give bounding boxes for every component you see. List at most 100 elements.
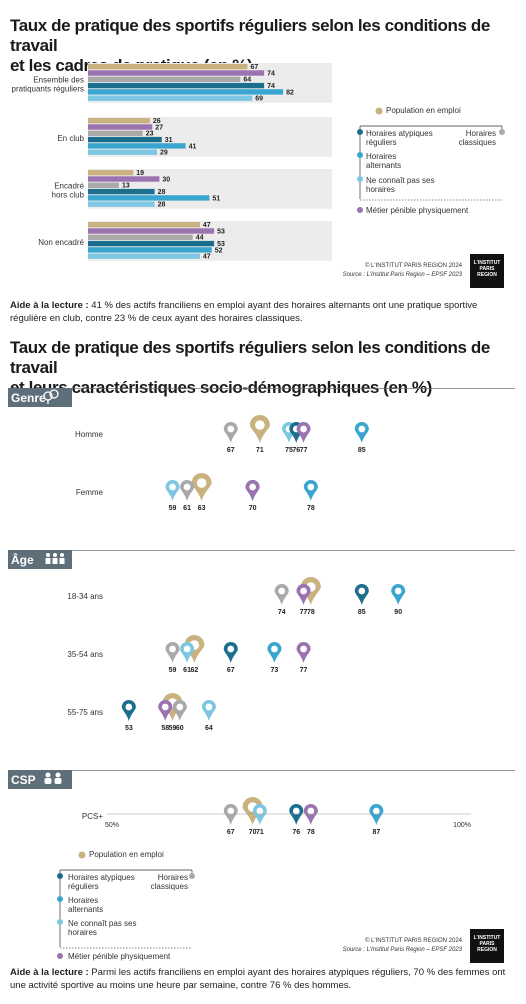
legend2-alternants: Horaires alternants	[68, 896, 104, 914]
data-label: 75	[285, 447, 293, 454]
data-label: 77	[300, 447, 308, 454]
institut-logo: L'INSTITUT PARIS REGION	[470, 254, 504, 288]
bar	[88, 188, 155, 195]
pin-hole	[373, 807, 380, 815]
age-icon-body	[59, 558, 65, 564]
legend2-atypiques: Horaires atypiques réguliers	[68, 873, 135, 891]
section-header	[8, 388, 72, 407]
data-label: 74	[267, 83, 275, 90]
age-icon-head	[53, 553, 57, 557]
data-label: 71	[256, 829, 264, 836]
bar	[88, 70, 265, 76]
data-label: 64	[205, 725, 213, 732]
pin-marker	[165, 642, 180, 663]
data-label: 71	[256, 447, 264, 454]
data-label: 64	[243, 77, 251, 84]
data-label: 41	[189, 143, 197, 150]
bar	[88, 136, 162, 143]
pin-marker	[223, 641, 238, 663]
legend-dot-alternants	[357, 152, 363, 158]
row-label: 35-54 ans	[67, 650, 103, 659]
row-label: Femme	[76, 488, 104, 497]
data-label: 13	[122, 183, 130, 190]
pin-hole	[394, 587, 402, 595]
data-label: 76	[292, 829, 300, 836]
category-label: pratiquants réguliers	[12, 84, 84, 93]
pin-marker	[180, 480, 195, 501]
data-label: 26	[153, 118, 161, 125]
pin-marker	[303, 804, 318, 825]
chart2-legend: Population en emploi Horaires atypiques …	[52, 848, 222, 968]
pin-marker	[267, 642, 282, 663]
row-label: 18-34 ans	[67, 592, 103, 601]
data-label: 67	[227, 667, 235, 674]
legend2-dot-penible	[57, 953, 63, 959]
institut-logo-2: L'INSTITUT PARIS REGION	[470, 929, 504, 963]
data-label: 30	[162, 176, 170, 183]
legend2-penible: Métier pénible physiquement	[68, 952, 171, 961]
legend-dot-atypiques	[357, 129, 363, 135]
data-label: 59	[169, 505, 177, 512]
section-rule	[8, 388, 515, 389]
pin-hole	[278, 587, 286, 595]
pin-hole	[300, 425, 307, 433]
data-label: 63	[198, 505, 206, 512]
category-label: hors club	[52, 190, 85, 199]
pin-hole	[256, 807, 264, 815]
data-label: 19	[136, 170, 144, 177]
chart1-legend: Population en emploi Horaires atypiques …	[352, 102, 522, 222]
bar	[88, 182, 119, 188]
category-label: Non encadré	[38, 238, 84, 247]
data-label: 77	[300, 667, 308, 674]
pin-marker	[172, 700, 187, 721]
data-label: 61	[183, 505, 191, 512]
age-icon-head	[60, 553, 64, 557]
legend-alternants: Horaires alternants	[366, 152, 402, 170]
pin-hole	[300, 645, 307, 653]
data-label: 52	[215, 247, 223, 254]
csp-icon-body	[44, 778, 52, 784]
pin-hole	[205, 703, 213, 711]
pin-hole	[227, 425, 235, 433]
bar	[88, 95, 253, 101]
data-label: 74	[278, 609, 286, 616]
bar	[88, 253, 200, 259]
legend-dot-ne-connait	[357, 176, 363, 182]
age-icon-body	[45, 558, 51, 564]
chart2-title-line2: et leurs caractéristiques socio-démograp…	[10, 378, 432, 397]
pin-marker	[252, 804, 267, 825]
pin-hole	[300, 587, 307, 595]
pin-hole	[292, 807, 300, 815]
data-label: 70	[249, 505, 257, 512]
section-rule	[8, 550, 515, 551]
csp-icon-head	[45, 772, 51, 778]
data-label: 58	[161, 725, 169, 732]
data-label: 67	[250, 64, 258, 71]
pin-marker	[289, 804, 304, 825]
pin-hole	[358, 425, 366, 433]
bar	[88, 130, 143, 136]
bar	[88, 124, 153, 130]
legend-population: Population en emploi	[386, 106, 461, 115]
pin-marker	[354, 422, 369, 443]
pin-hole	[227, 807, 235, 815]
data-label: 87	[372, 829, 380, 836]
chart1-source: Source : L'Institut Paris Region – EPSF …	[342, 272, 462, 278]
pin-hole	[307, 807, 315, 815]
pin-hole	[161, 703, 169, 711]
bar	[88, 240, 215, 247]
axis-max-label: 100%	[453, 822, 471, 829]
pin-marker	[274, 584, 289, 605]
data-label: 85	[358, 447, 366, 454]
bar	[88, 82, 265, 89]
csp-icon-head	[55, 772, 61, 778]
category-label: En club	[57, 134, 84, 143]
data-label: 27	[155, 124, 163, 131]
data-label: 28	[158, 202, 166, 209]
bar	[88, 118, 150, 124]
bar	[88, 234, 193, 240]
section-title: CSP	[11, 773, 36, 787]
data-label: 82	[286, 89, 294, 96]
data-label: 31	[165, 137, 173, 144]
